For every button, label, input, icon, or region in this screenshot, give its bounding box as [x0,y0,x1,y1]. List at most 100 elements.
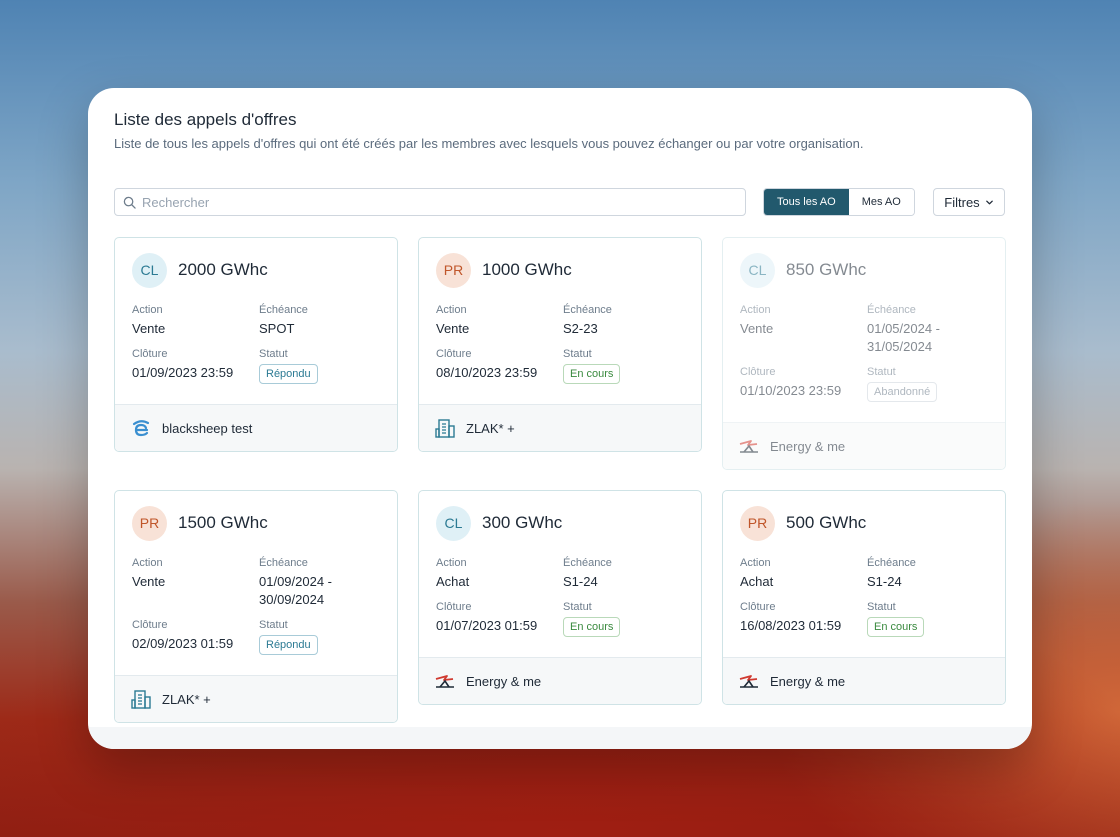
echeance-value: 01/09/2024 - 30/09/2024 [259,574,333,607]
cloture-value: 01/10/2023 23:59 [740,383,842,398]
tab-my-tenders[interactable]: Mes AO [848,189,914,215]
card-details: Action Vente Échéance 01/05/2024 - 31/05… [723,288,1005,412]
card-details: Action Vente Échéance 01/09/2024 - 30/09… [115,541,397,665]
card-header: CL 2000 GWhc [115,238,397,288]
avatar: PR [436,252,471,288]
tender-card[interactable]: CL 300 GWhc Action Achat Échéance S1-24 … [418,490,702,705]
building-icon [434,417,456,439]
cloture-label: Clôture [740,366,776,378]
card-details: Action Vente Échéance S2-23 Clôture 08/1… [419,288,701,394]
action-label: Action [740,557,771,569]
status-badge: En cours [563,617,621,637]
echeance-value: 01/05/2024 - 31/05/2024 [867,321,941,354]
volume-title: 500 GWhc [786,513,867,532]
action-label: Action [436,557,467,569]
tender-card[interactable]: CL 850 GWhc Action Vente Échéance 01/05/… [722,237,1006,470]
echeance-value: S1-24 [867,574,902,589]
card-header: CL 850 GWhc [723,238,1005,288]
cloture-value: 01/09/2023 23:59 [132,365,234,380]
volume-title: 850 GWhc [786,260,867,279]
card-footer: ZLAK* + [419,404,701,451]
echeance-label: Échéance [867,304,916,316]
card-footer: Energy & me [723,422,1005,469]
echeance-label: Échéance [259,304,308,316]
tab-all-tenders[interactable]: Tous les AO [764,189,849,215]
action-label: Action [132,557,163,569]
filters-label: Filtres [944,194,980,210]
search-field[interactable] [114,188,746,216]
statut-label: Statut [867,601,896,613]
cloture-label: Clôture [436,601,472,613]
cloture-value: 01/07/2023 01:59 [436,618,538,633]
status-badge: En cours [563,364,621,384]
avatar: CL [740,252,775,288]
volume-title: 1000 GWhc [482,260,572,279]
card-header: PR 1000 GWhc [419,238,701,288]
organization-name: blacksheep test [162,420,253,436]
echeance-label: Échéance [259,557,308,569]
action-value: Vente [132,321,166,336]
card-footer: Energy & me [419,657,701,704]
echeance-value: SPOT [259,321,295,336]
tender-card[interactable]: PR 1000 GWhc Action Vente Échéance S2-23… [418,237,702,452]
action-value: Vente [132,574,166,589]
action-value: Achat [740,574,774,589]
avatar: PR [740,505,775,541]
cloture-value: 08/10/2023 23:59 [436,365,538,380]
card-footer: ZLAK* + [115,675,397,722]
action-value: Vente [740,321,774,336]
card-header: PR 1500 GWhc [115,491,397,541]
status-badge: Répondu [259,635,318,655]
blacksheep-logo-icon [130,417,152,439]
organization-name: ZLAK* + [162,691,211,707]
cloture-value: 02/09/2023 01:59 [132,636,234,651]
card-details: Action Achat Échéance S1-24 Clôture 01/0… [419,541,701,647]
action-label: Action [436,304,467,316]
cloture-label: Clôture [740,601,776,613]
card-details: Action Vente Échéance SPOT Clôture 01/09… [115,288,397,394]
avatar: CL [436,505,471,541]
volume-title: 1500 GWhc [178,513,268,532]
search-input[interactable] [142,194,732,210]
echeance-label: Échéance [867,557,916,569]
organization-name: Energy & me [770,438,846,454]
echeance-value: S2-23 [563,321,598,336]
energy-and-me-logo-icon [434,670,456,692]
tender-card[interactable]: CL 2000 GWhc Action Vente Échéance SPOT … [114,237,398,452]
organization-name: Energy & me [770,673,846,689]
action-value: Achat [436,574,470,589]
cloture-label: Clôture [436,348,472,360]
avatar: CL [132,252,167,288]
action-label: Action [740,304,771,316]
status-badge: Abandonné [867,382,938,402]
action-value: Vente [436,321,470,336]
cloture-label: Clôture [132,348,168,360]
energy-and-me-logo-icon [738,670,760,692]
search-icon [123,196,136,209]
cloture-label: Clôture [132,619,168,631]
tender-card[interactable]: PR 1500 GWhc Action Vente Échéance 01/09… [114,490,398,723]
avatar: PR [132,505,167,541]
card-footer: Energy & me [723,657,1005,704]
volume-title: 300 GWhc [482,513,563,532]
list-bottom-edge [88,727,1032,749]
cloture-value: 16/08/2023 01:59 [740,618,842,633]
statut-label: Statut [259,348,288,360]
tenders-window: Liste des appels d'offres Liste de tous … [88,88,1032,749]
filters-button[interactable]: Filtres [933,188,1005,216]
echeance-label: Échéance [563,304,612,316]
card-footer: blacksheep test [115,404,397,451]
volume-title: 2000 GWhc [178,260,268,279]
scope-toggle: Tous les AO Mes AO [763,188,915,216]
action-label: Action [132,304,163,316]
status-badge: Répondu [259,364,318,384]
card-header: CL 300 GWhc [419,491,701,541]
building-icon [130,688,152,710]
statut-label: Statut [259,619,288,631]
tender-card[interactable]: PR 500 GWhc Action Achat Échéance S1-24 … [722,490,1006,705]
card-header: PR 500 GWhc [723,491,1005,541]
card-details: Action Achat Échéance S1-24 Clôture 16/0… [723,541,1005,647]
status-badge: En cours [867,617,925,637]
statut-label: Statut [867,366,896,378]
statut-label: Statut [563,601,592,613]
